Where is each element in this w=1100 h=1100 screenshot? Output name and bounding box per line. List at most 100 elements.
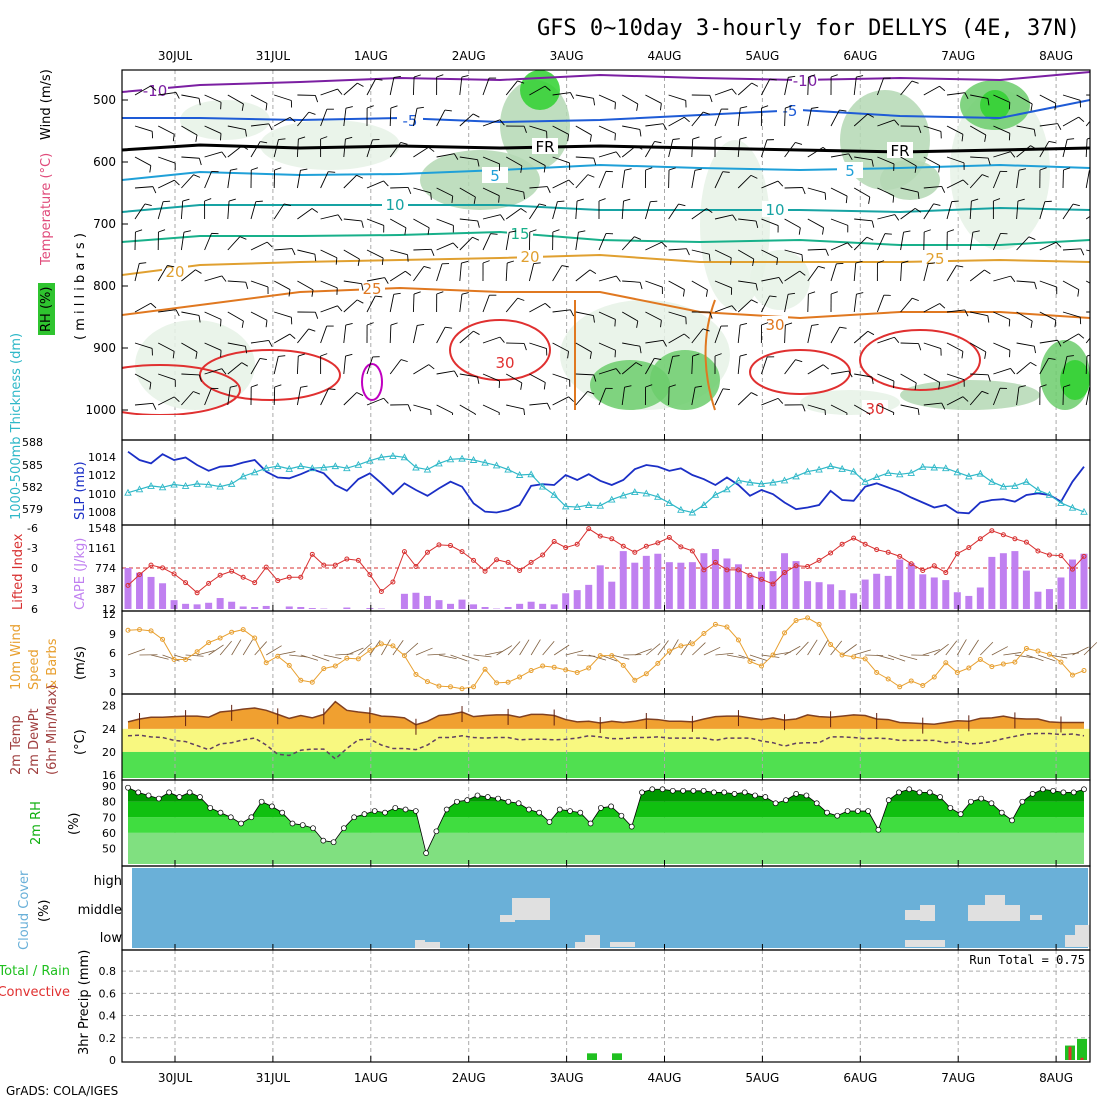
cape-bar [516,603,524,609]
cape-bar [562,593,570,609]
wind-barb [436,187,453,197]
wind-barb [788,75,796,78]
cape-bar [596,565,604,609]
wind-barb [345,323,353,326]
wind-barb [877,119,895,127]
thickness-point [515,471,524,478]
wind-barb [482,77,490,96]
wind-barb [946,125,964,135]
wind-barb [760,356,768,375]
wind-barb [413,364,429,375]
wind-barb [738,218,757,222]
lifted-index-point [563,545,569,551]
wind-barb [692,136,700,140]
cape-bar [412,592,420,609]
wind-barb [265,103,268,111]
wind-speed-point [160,636,166,642]
lifted-index-point [344,556,350,562]
wind-barb [923,303,940,313]
wind-barb [452,242,459,249]
wind-speed-point [747,658,753,664]
wind-speed-point [897,684,903,690]
wind-barb [709,311,713,319]
contour-label-bg [762,201,788,217]
pressure-tick-label: 600 [93,155,116,169]
surface-wind-barb [1072,646,1089,656]
wind-speed-point [828,642,834,648]
wind-barb [645,123,664,127]
wind-barb [273,280,291,290]
lifted-index-point [828,550,834,556]
wind-barb [1077,289,1080,297]
wind-barb [1086,137,1090,140]
wind-barb [300,385,308,388]
wind-barb [134,186,153,189]
wind-barb [1016,362,1031,375]
surface-wind-barb [588,654,607,661]
thickness-point [976,469,985,477]
surface-wind-barb [242,639,253,656]
wind-barb [900,297,913,313]
wind-barb [278,355,286,357]
cloud-patch [585,935,600,948]
wind-barb [1085,337,1090,344]
wind-barb [175,92,180,99]
wind-barb [517,80,525,84]
surface-wind-barb [150,654,169,660]
cape-bar [239,606,247,609]
wind-speed-point [609,653,615,659]
convective-bar [1068,1046,1072,1060]
wind-speed-point [206,640,212,646]
wind-barb [400,141,408,145]
lifted-index-point [551,539,557,544]
lifted-index-point [989,528,995,534]
wind-barb [158,156,176,164]
wind-barb [598,342,616,351]
wind-barb [357,258,360,266]
rh-point [762,794,769,800]
contour-label: 5 [845,162,855,180]
wind-barb [853,187,871,198]
wind-speed-point [989,664,995,670]
rh-point [556,806,563,813]
wind-barb [894,336,900,343]
cloud-patch [610,942,635,947]
thickness-point [354,460,363,468]
rh-shading [1060,360,1090,400]
wind-barb [784,142,796,158]
contour-label-bg [492,354,518,370]
wind-barb [477,159,480,167]
wind-barb [134,342,153,349]
cape-bar [631,562,639,609]
wind-barb [227,94,244,105]
wind-barb [1017,198,1025,202]
rh-shading [260,120,400,170]
wind-barb [615,368,621,375]
lifted-index-point [977,536,983,542]
wind-barb [198,315,201,323]
surface-wind-barb [277,651,296,656]
wind-barb [737,392,752,406]
wind-barb [1039,201,1046,220]
wind-barb [482,260,490,264]
wind-barb [568,396,575,402]
rh-tick-label: 90 [102,780,116,793]
lifted-index-point [448,543,454,549]
wind-barb [193,391,200,395]
wind-speed-point [367,647,373,653]
precip-tick-label: 0.2 [99,1032,117,1045]
wind-barb [822,227,825,235]
thickness-point [1045,490,1054,498]
rh-point [197,794,203,800]
wind-barb [343,249,360,260]
surface-wind-barb [703,646,721,656]
cape-bar [1022,570,1030,609]
wind-barb [788,292,796,295]
wind-barb [924,229,931,233]
wind-barb [946,92,965,96]
wind-barb [856,292,864,295]
contour-label-bg [862,400,888,415]
wind-barb [855,260,863,264]
cloud-patch [1030,915,1042,920]
cape-bar [504,606,512,609]
